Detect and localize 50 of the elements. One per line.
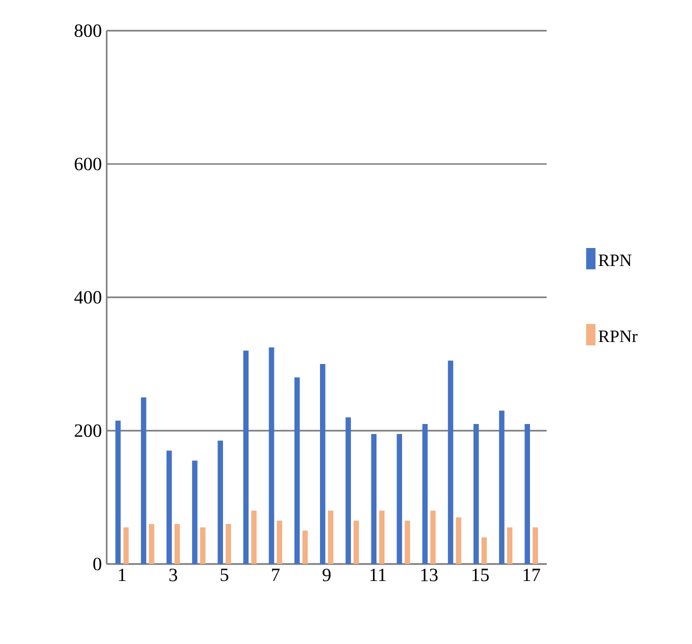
bar	[123, 527, 129, 564]
bar	[532, 527, 538, 564]
bar	[226, 524, 232, 564]
y-tick-label: 400	[74, 291, 102, 304]
bar	[499, 410, 504, 564]
bar	[422, 424, 428, 564]
y-tick-label: 200	[74, 424, 102, 437]
x-tick-label: 9	[322, 568, 331, 582]
legend-label: RPN	[598, 254, 632, 266]
bar	[294, 377, 300, 564]
x-tick-label: 13	[421, 568, 438, 582]
bar	[218, 440, 224, 564]
bar	[507, 527, 512, 564]
y-tick-label: 600	[74, 158, 102, 170]
y-tick-label: 800	[74, 24, 102, 37]
bar	[302, 530, 308, 564]
x-tick-label: 7	[272, 568, 280, 581]
bar	[328, 510, 334, 564]
bar	[192, 460, 198, 564]
bar	[354, 520, 359, 564]
x-tick-label: 3	[169, 568, 178, 582]
bar	[346, 417, 351, 564]
bar	[404, 520, 410, 564]
bar	[243, 350, 249, 564]
x-tick-label: 15	[472, 568, 489, 582]
bar	[456, 517, 462, 564]
bar	[174, 524, 180, 564]
y-tick-label: 0	[93, 558, 102, 570]
bar	[379, 510, 384, 564]
bar	[115, 420, 121, 564]
bar	[396, 434, 402, 564]
legend-label: RPNr	[598, 330, 638, 342]
x-tick-label: 17	[524, 568, 540, 582]
bar	[320, 364, 326, 564]
bar	[448, 360, 454, 564]
x-tick-label: 5	[220, 568, 228, 582]
bar	[268, 347, 274, 564]
bar	[251, 510, 257, 564]
bar	[430, 510, 436, 564]
bar	[200, 527, 206, 564]
bar	[481, 537, 487, 564]
bar	[473, 424, 479, 564]
bar	[276, 520, 282, 564]
bar	[524, 424, 530, 564]
x-tick-label: 1	[118, 568, 126, 582]
bar	[166, 450, 172, 564]
x-tick-label: 11	[370, 568, 386, 582]
bar	[148, 524, 154, 564]
bar	[371, 434, 376, 564]
bar	[140, 397, 146, 564]
